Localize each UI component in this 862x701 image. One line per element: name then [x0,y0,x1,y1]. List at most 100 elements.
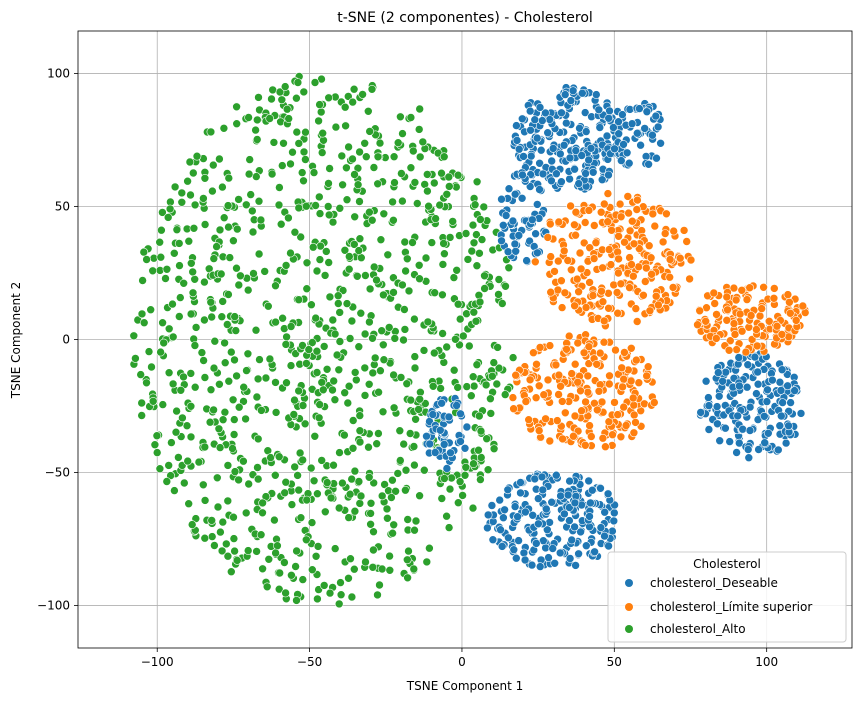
data-point [547,156,557,166]
data-point [347,592,357,602]
data-point [604,245,614,254]
data-point [364,442,373,452]
data-point [302,284,312,294]
data-point [584,476,594,486]
data-point [517,194,527,203]
data-point [350,212,360,222]
data-point [369,262,379,272]
data-point [335,308,345,317]
data-point [365,127,375,136]
data-point [190,200,200,210]
data-point [200,277,209,287]
data-point [314,192,324,202]
data-point [665,272,675,282]
data-point [168,299,177,309]
data-point [571,207,581,217]
data-point [301,155,310,164]
data-point [714,391,724,401]
data-point [374,429,383,438]
data-point [592,359,602,369]
data-point [527,560,537,570]
data-point [455,314,465,324]
data-point [654,300,663,310]
data-point [348,154,357,164]
data-point [596,207,606,217]
data-point [486,394,495,404]
data-point [642,107,652,116]
data-point [274,200,284,210]
data-point [599,199,609,209]
data-point [330,544,340,553]
data-point [209,363,219,373]
data-point [334,365,344,375]
data-point [532,359,541,369]
data-point [583,371,593,381]
data-point [545,518,554,527]
data-point [389,216,398,225]
data-point [561,118,571,128]
data-point [401,266,410,276]
data-point [514,144,524,154]
data-point [325,164,334,173]
data-point [184,499,193,509]
data-point [291,562,300,571]
data-point [552,169,561,178]
data-point [206,297,216,307]
data-point [344,142,353,152]
data-point [207,532,217,541]
data-point [389,403,399,413]
data-point [229,512,238,522]
data-point [314,413,324,423]
data-point [609,123,618,132]
data-point [326,493,336,503]
data-point [565,516,574,525]
points-layer [129,72,810,609]
data-point [617,363,627,373]
data-point [360,391,370,400]
data-point [453,498,463,508]
data-point [254,249,264,259]
data-point [783,290,793,299]
data-point [350,170,359,179]
data-point [316,107,326,117]
data-point [302,495,312,505]
data-point [606,260,616,269]
data-point [330,395,340,405]
data-point [579,238,589,248]
data-point [557,397,567,406]
data-point [581,303,591,312]
data-point [199,356,208,365]
data-point [768,375,777,385]
data-point [200,442,210,452]
data-point [159,338,168,348]
data-point [641,152,651,161]
data-point [682,237,692,246]
data-point [567,369,577,378]
data-point [200,496,210,505]
data-point [223,461,233,470]
data-point [650,221,660,231]
data-point [531,229,540,238]
data-point [598,297,608,307]
data-point [364,379,374,389]
data-point [384,323,394,332]
data-point [550,267,559,276]
data-point [334,503,344,513]
data-point [325,292,335,302]
data-point [542,525,552,535]
data-point [200,220,210,229]
series-cholesterol_Límite superior [508,189,810,452]
data-point [611,345,620,355]
data-point [614,268,623,278]
data-point [213,502,223,512]
x-tick-label: 0 [458,655,466,669]
data-point [260,267,270,276]
data-point [234,402,244,412]
data-point [725,437,735,446]
data-point [186,190,195,200]
y-tick-label: 100 [47,67,70,81]
data-point [324,179,333,188]
data-point [170,249,179,258]
data-point [355,426,365,436]
data-point [556,381,565,391]
